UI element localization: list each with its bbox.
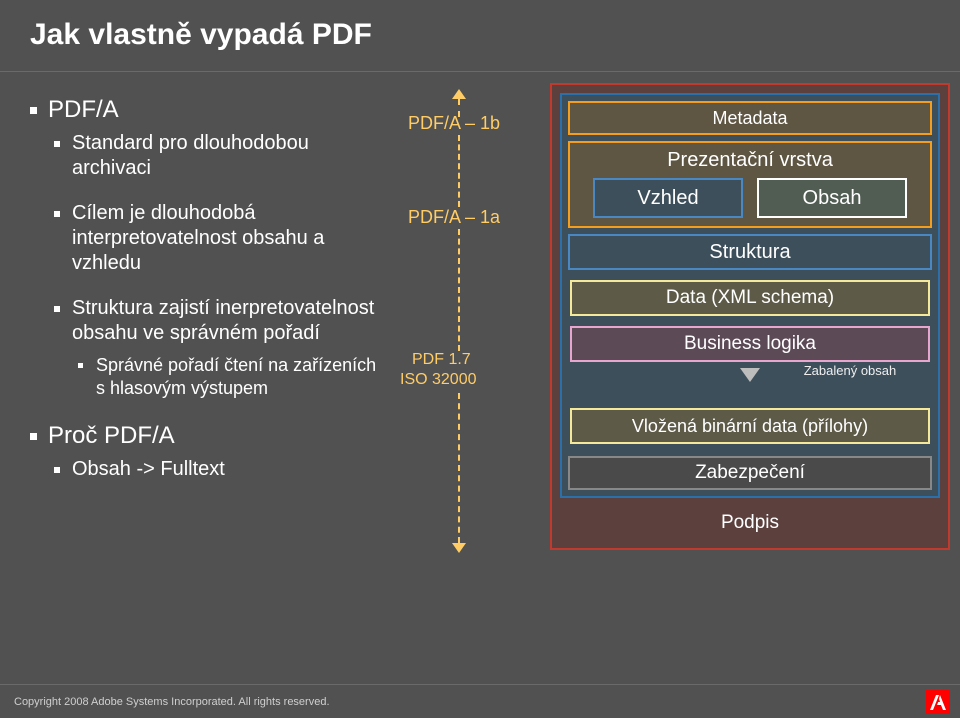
annotation-pdfa-1a: PDF/A – 1a <box>408 207 500 228</box>
box-vzhled: Vzhled <box>593 178 743 218</box>
layer-xml-data: Data (XML schema) <box>570 280 930 316</box>
bullet-l2: Standard pro dlouhodobou archivaci <box>54 131 390 181</box>
bullet-l1: PDF/A <box>30 95 390 125</box>
footer: Copyright 2008 Adobe Systems Incorporate… <box>0 684 960 718</box>
annotation-column: PDF/A – 1b PDF/A – 1a PDF 1.7 ISO 32000 <box>400 95 540 575</box>
layer-signature: Podpis <box>560 506 940 540</box>
layer-security: Zabezpečení <box>568 456 932 490</box>
layer-metadata: Metadata <box>568 101 932 135</box>
arrow-down-icon <box>740 368 760 382</box>
annotation-iso32000: ISO 32000 <box>400 371 477 389</box>
box-obsah: Obsah <box>757 178 907 218</box>
copyright-text: Copyright 2008 Adobe Systems Incorporate… <box>14 696 330 708</box>
bullet-l1: Proč PDF/A <box>30 421 390 451</box>
slide-title: Jak vlastně vypadá PDF <box>30 18 960 52</box>
adobe-logo-icon <box>926 690 950 714</box>
presentation-title: Prezentační vrstva <box>576 149 924 172</box>
pdf-layer-diagram: Metadata Prezentační vrstva Vzhled Obsah… <box>550 83 950 550</box>
layer-business-logic: Business logika <box>570 326 930 362</box>
annotation-pdf17: PDF 1.7 <box>412 351 471 369</box>
bullet-list: PDF/A Standard pro dlouhodobou archivaci… <box>30 95 390 482</box>
annotation-pdfa-1b: PDF/A – 1b <box>408 113 500 134</box>
bullet-l2: Obsah -> Fulltext <box>54 457 390 482</box>
bullet-l2: Cílem je dlouhodobá interpretovatelnost … <box>54 201 390 276</box>
layer-binary-data: Vložená binární data (přílohy) <box>570 408 930 444</box>
bullet-l2: Struktura zajistí inerpretovatelnost obs… <box>54 296 390 346</box>
layer-presentation: Prezentační vrstva Vzhled Obsah <box>568 141 932 228</box>
bullet-l3: Správné pořadí čtení na zařízeních s hla… <box>78 354 390 399</box>
layer-struktura: Struktura <box>568 234 932 270</box>
label-zabaleny-obsah: Zabalený obsah <box>804 363 897 378</box>
